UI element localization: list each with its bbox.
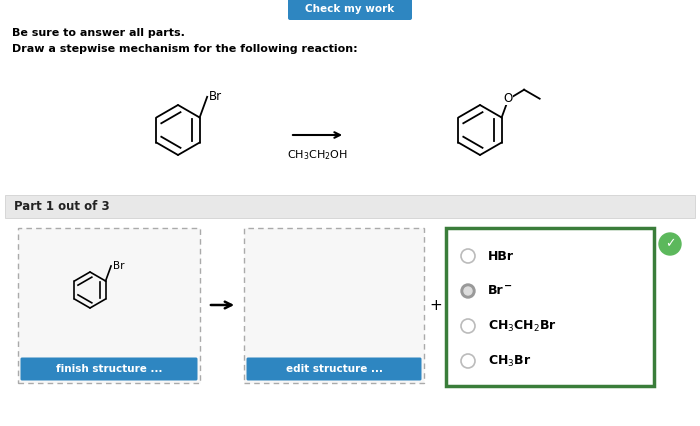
Text: edit structure ...: edit structure ... — [286, 364, 382, 374]
Text: ✓: ✓ — [665, 238, 676, 250]
Text: CH$_3$Br: CH$_3$Br — [488, 354, 531, 368]
FancyBboxPatch shape — [288, 0, 412, 20]
Text: Check my work: Check my work — [305, 4, 395, 14]
Text: −: − — [504, 281, 512, 291]
Bar — [18, 228, 200, 383]
Text: HBr: HBr — [488, 250, 514, 262]
Text: Part 1 out of 3: Part 1 out of 3 — [14, 200, 110, 213]
Bar — [244, 228, 424, 383]
Bar — [446, 228, 654, 386]
Circle shape — [461, 284, 475, 298]
Text: CH$_3$CH$_2$Br: CH$_3$CH$_2$Br — [488, 319, 557, 334]
Text: CH$_3$CH$_2$OH: CH$_3$CH$_2$OH — [287, 148, 348, 162]
Text: +: + — [430, 297, 442, 313]
Circle shape — [659, 233, 681, 255]
Bar — [0, 222, 700, 426]
Text: O: O — [504, 92, 513, 105]
FancyBboxPatch shape — [246, 357, 421, 380]
Text: Br: Br — [209, 90, 223, 104]
Text: Draw a stepwise mechanism for the following reaction:: Draw a stepwise mechanism for the follow… — [12, 44, 358, 54]
Circle shape — [464, 287, 472, 295]
Text: finish structure ...: finish structure ... — [56, 364, 162, 374]
Text: Be sure to answer all parts.: Be sure to answer all parts. — [12, 28, 185, 38]
Text: Br: Br — [113, 261, 125, 271]
Text: Br: Br — [488, 285, 503, 297]
FancyBboxPatch shape — [20, 357, 197, 380]
Bar — [5, 195, 695, 218]
